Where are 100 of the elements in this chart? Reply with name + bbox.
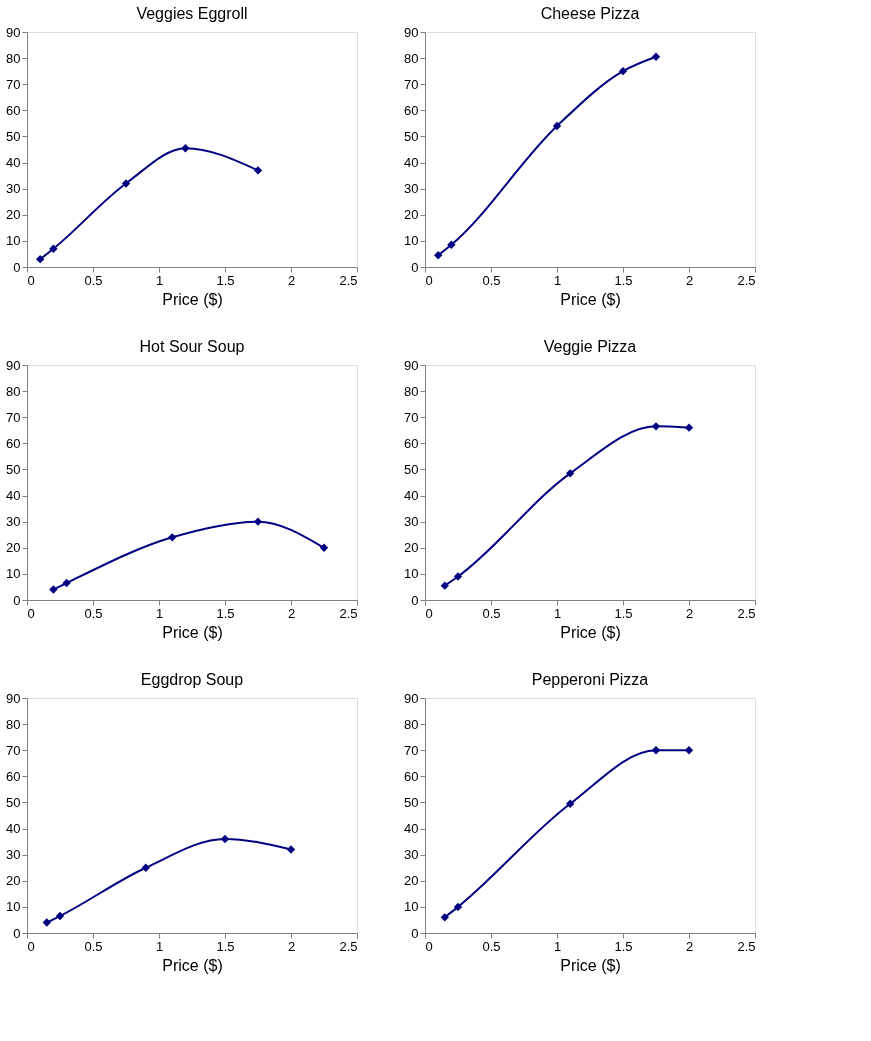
y-tick-label: 30 [404,181,419,197]
point [181,144,190,153]
y-tick-label: 10 [404,233,419,249]
y-tick-label: 60 [6,435,21,451]
x-tick-label: 2 [685,605,694,621]
point [566,799,575,808]
y-tick-label: 10 [6,566,21,582]
y-tick-label: 70 [404,742,419,758]
point [447,240,456,249]
chart-title: Veggie Pizza [543,338,637,355]
y-tick-label: 80 [404,716,419,732]
x-tick-label: 2 [287,938,296,954]
x-tick-label: 0.5 [84,272,103,288]
point [434,251,443,260]
x-tick-label: 1 [155,938,164,954]
point [49,244,58,253]
x-tick-label: 0.5 [482,938,501,954]
x-tick-label: 0 [27,605,35,621]
y-tick-label: 0 [13,592,21,608]
x-tick-label: 1.5 [216,938,235,954]
point [319,543,329,552]
x-axis-title: Price ($) [162,290,223,308]
y-tick-label: 20 [404,873,419,889]
x-tick-label: 1.5 [614,272,633,288]
y-tick-label: 60 [404,435,419,451]
y-tick-label: 40 [6,488,21,504]
y-tick-label: 10 [6,233,21,249]
y-tick-label: 80 [6,383,21,399]
y-tick-label: 50 [404,128,419,144]
x-tick-label: 2 [287,605,296,621]
chart-title: Pepperoni Pizza [531,671,649,688]
x-tick-label: 2.5 [737,272,756,288]
x-tick-label: 1 [553,272,562,288]
point [141,863,150,872]
y-tick-label: 70 [6,409,21,425]
point [49,585,58,594]
x-tick-label: 0.5 [84,605,103,621]
x-tick-label: 0 [425,605,433,621]
x-tick-label: 0 [27,272,35,288]
point [36,254,45,264]
x-axis-title: Price ($) [560,623,621,641]
x-axis-title: Price ($) [162,623,223,641]
y-tick-label: 90 [404,24,419,40]
y-tick-label: 40 [404,155,419,171]
x-tick-label: 2 [287,272,296,288]
y-tick-label: 60 [6,102,21,118]
point [55,911,65,921]
y-tick-label: 20 [6,207,21,223]
x-tick-label: 1.5 [614,605,633,621]
y-tick-label: 70 [404,76,419,92]
point [552,121,562,131]
y-tick-label: 0 [13,259,21,275]
x-tick-label: 0 [27,938,35,954]
x-tick-label: 0.5 [84,938,103,954]
x-tick-label: 1.5 [216,605,235,621]
y-tick-label: 90 [6,690,21,706]
x-tick-label: 2.5 [339,272,358,288]
point [168,533,177,542]
x-tick-label: 1 [553,938,562,954]
point [253,166,263,175]
y-tick-label: 40 [6,155,21,171]
y-tick-label: 30 [6,181,21,197]
point [440,581,449,590]
y-tick-label: 60 [404,768,419,784]
y-tick-label: 40 [6,821,21,837]
point [684,746,694,755]
y-tick-label: 0 [411,592,419,608]
y-tick-label: 70 [6,76,21,92]
point [618,66,628,76]
x-axis-title: Price ($) [560,290,621,308]
x-tick-label: 0.5 [482,605,501,621]
point [453,572,463,581]
y-tick-label: 90 [6,357,21,373]
x-tick-label: 2 [685,272,694,288]
x-tick-label: 1 [155,272,164,288]
y-tick-label: 0 [411,259,419,275]
x-tick-label: 2.5 [339,605,358,621]
point [651,746,661,755]
y-tick-label: 90 [6,24,21,40]
x-tick-label: 2.5 [737,605,756,621]
y-tick-label: 50 [404,461,419,477]
y-tick-label: 60 [6,768,21,784]
y-tick-label: 80 [6,716,21,732]
point [121,179,131,188]
y-tick-label: 80 [404,50,419,66]
y-tick-label: 70 [6,742,21,758]
point [62,578,71,588]
y-tick-label: 40 [404,821,419,837]
y-tick-label: 80 [404,383,419,399]
point [651,52,661,61]
y-tick-label: 10 [404,899,419,915]
y-tick-label: 80 [6,50,21,66]
y-tick-label: 50 [6,128,21,144]
point [453,902,463,912]
y-tick-label: 20 [404,540,419,556]
x-tick-label: 2 [685,938,694,954]
point [440,913,449,922]
y-tick-label: 50 [404,794,419,810]
y-tick-label: 10 [6,899,21,915]
x-tick-label: 2.5 [339,938,358,954]
